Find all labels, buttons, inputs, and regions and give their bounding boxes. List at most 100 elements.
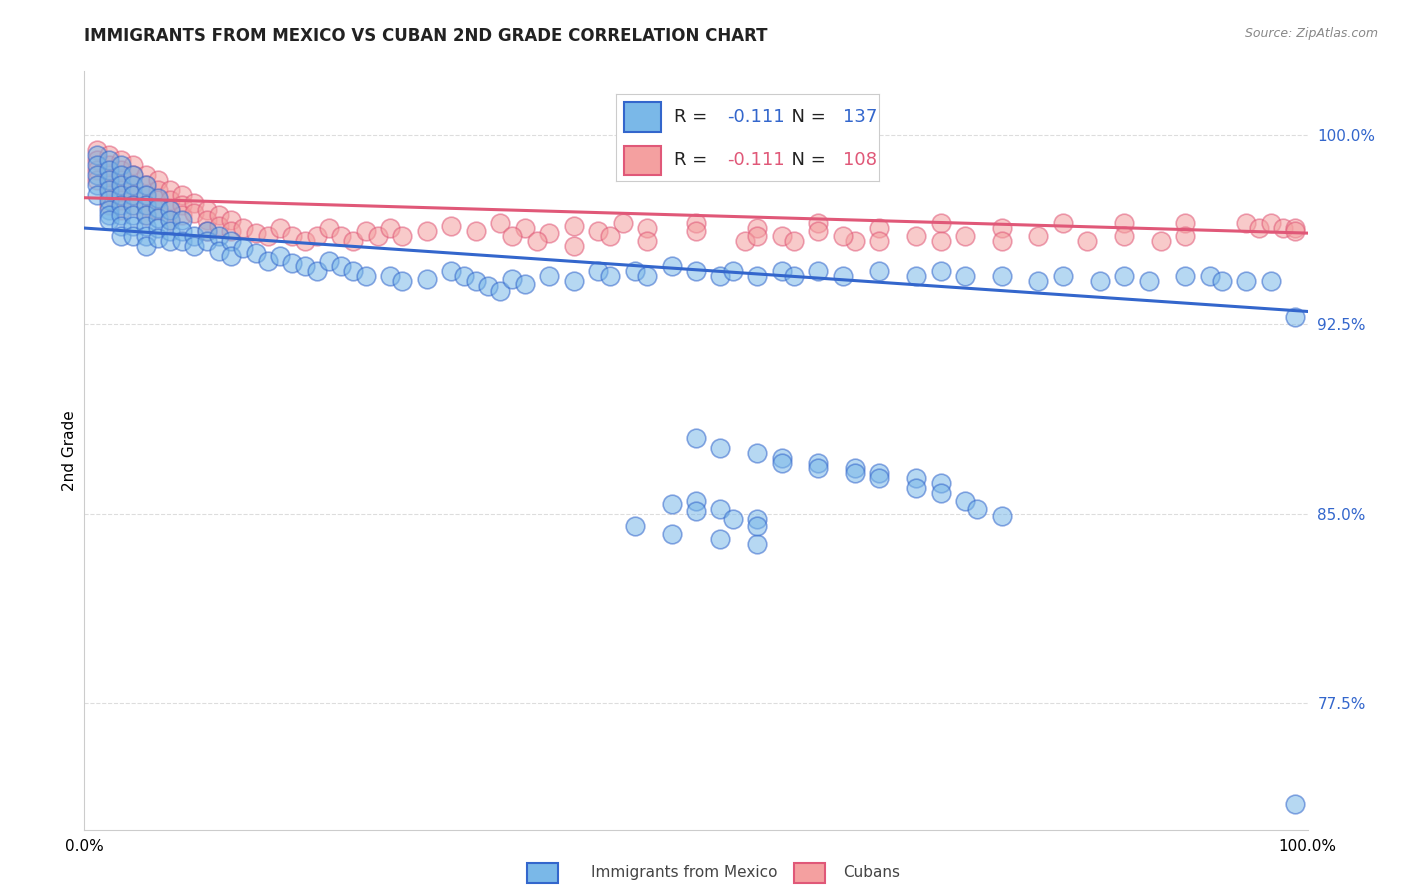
Point xyxy=(195,203,218,218)
Point xyxy=(122,198,145,212)
Point xyxy=(110,203,132,218)
Point xyxy=(330,259,353,273)
Point xyxy=(1284,797,1306,812)
Point xyxy=(122,178,145,192)
Text: Source: ZipAtlas.com: Source: ZipAtlas.com xyxy=(1244,27,1378,40)
Point xyxy=(135,188,157,202)
Point xyxy=(86,153,108,167)
Point xyxy=(1236,274,1258,288)
Point xyxy=(208,219,231,233)
Point xyxy=(219,249,242,263)
Point xyxy=(1284,310,1306,324)
Point xyxy=(661,259,683,273)
Point xyxy=(110,193,132,207)
Point xyxy=(172,223,194,237)
Point xyxy=(135,238,157,252)
Point xyxy=(208,244,231,258)
Point xyxy=(86,158,108,172)
Point xyxy=(281,256,304,270)
Point xyxy=(807,223,830,237)
Point xyxy=(991,509,1014,524)
Point xyxy=(586,264,609,278)
Point xyxy=(1028,228,1050,243)
Point xyxy=(464,223,486,237)
Point xyxy=(709,269,731,284)
Point xyxy=(844,234,866,248)
Point xyxy=(330,228,353,243)
Point xyxy=(110,162,132,177)
Point xyxy=(991,221,1014,235)
Point xyxy=(477,279,499,293)
Point xyxy=(135,208,157,222)
Point xyxy=(380,221,402,235)
Point xyxy=(232,241,254,255)
Point xyxy=(135,178,157,192)
Point xyxy=(159,183,181,197)
Point xyxy=(86,168,108,182)
Point xyxy=(135,178,157,192)
Point xyxy=(1236,216,1258,230)
Point xyxy=(146,191,169,205)
Point xyxy=(831,269,853,284)
Point xyxy=(305,264,328,278)
Point xyxy=(208,228,231,243)
Point xyxy=(146,183,169,197)
Point xyxy=(747,511,769,525)
Point xyxy=(97,203,120,218)
Point xyxy=(747,446,769,460)
Point xyxy=(953,494,976,508)
Point xyxy=(86,143,108,157)
Point xyxy=(636,221,658,235)
Point xyxy=(869,221,891,235)
Point xyxy=(538,226,561,240)
Point xyxy=(183,195,205,210)
Point xyxy=(612,216,634,230)
Point xyxy=(844,461,866,475)
Point xyxy=(294,234,316,248)
Point xyxy=(122,219,145,233)
Point xyxy=(146,201,169,215)
Point xyxy=(380,269,402,284)
Point xyxy=(770,228,793,243)
Point xyxy=(709,532,731,546)
Point xyxy=(122,188,145,202)
Point xyxy=(1198,269,1220,284)
Point xyxy=(281,228,304,243)
Point xyxy=(1174,216,1197,230)
Point xyxy=(97,173,120,187)
Point xyxy=(122,168,145,182)
Point xyxy=(1211,274,1233,288)
Point xyxy=(685,494,707,508)
Point xyxy=(624,519,647,533)
Point xyxy=(86,162,108,177)
Point xyxy=(146,221,169,235)
Point xyxy=(416,223,439,237)
Point xyxy=(991,234,1014,248)
Point xyxy=(135,188,157,202)
Point xyxy=(440,264,463,278)
Point xyxy=(195,234,218,248)
Point xyxy=(122,158,145,172)
Point xyxy=(807,456,830,470)
Point xyxy=(391,228,413,243)
Point xyxy=(783,269,806,284)
Point xyxy=(929,476,952,491)
Point xyxy=(97,162,120,177)
Point xyxy=(869,466,891,480)
Point xyxy=(159,213,181,227)
Point xyxy=(599,228,621,243)
Point xyxy=(354,223,377,237)
Text: Cubans: Cubans xyxy=(844,865,901,880)
Point xyxy=(929,234,952,248)
Point xyxy=(110,208,132,222)
Point xyxy=(869,264,891,278)
Point xyxy=(562,274,585,288)
Point xyxy=(159,203,181,218)
Point xyxy=(661,496,683,510)
Point xyxy=(97,193,120,207)
Point xyxy=(146,173,169,187)
Point xyxy=(110,158,132,172)
Point xyxy=(305,228,328,243)
Point xyxy=(685,504,707,518)
Point xyxy=(354,269,377,284)
